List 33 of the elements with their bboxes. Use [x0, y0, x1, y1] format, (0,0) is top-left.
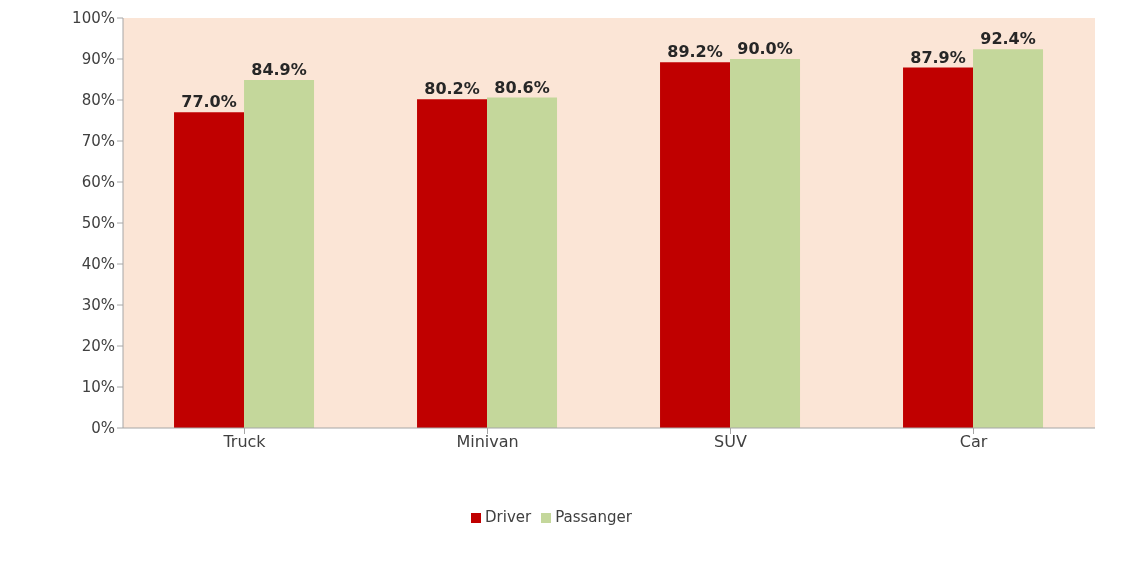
- y-tick-label: 70%: [81, 132, 115, 151]
- y-tick-label: 30%: [81, 296, 115, 315]
- bar: [730, 59, 801, 428]
- y-tick-label: 90%: [81, 50, 115, 69]
- legend-label: Driver: [485, 508, 532, 526]
- data-label: 90.0%: [737, 39, 793, 58]
- data-label: 92.4%: [980, 29, 1036, 49]
- data-label: 87.9%: [910, 47, 966, 67]
- x-tick-label: Truck: [222, 432, 267, 452]
- y-tick-label: 80%: [81, 91, 115, 110]
- y-tick-label: 10%: [81, 378, 115, 397]
- data-label: 84.9%: [251, 59, 307, 79]
- bar: [417, 99, 488, 428]
- x-tick-label: SUV: [714, 432, 747, 452]
- y-tick-label: 60%: [81, 173, 115, 192]
- bar: [903, 67, 974, 428]
- y-tick-label: 20%: [81, 337, 115, 356]
- x-tick-label: Minivan: [456, 432, 519, 452]
- y-tick-label: 0%: [91, 419, 115, 438]
- x-tick-label: Car: [959, 432, 988, 452]
- legend-label: Passanger: [555, 508, 632, 526]
- y-tick-label: 50%: [81, 214, 115, 233]
- data-label: 77.0%: [181, 92, 237, 112]
- bar: [487, 97, 558, 428]
- bar: [973, 49, 1044, 428]
- data-label: 80.6%: [494, 77, 550, 97]
- y-tick-label: 100%: [72, 9, 115, 28]
- bar: [244, 79, 315, 428]
- bar: [660, 62, 731, 428]
- data-label: 80.2%: [424, 79, 480, 99]
- y-tick-label: 40%: [81, 255, 115, 274]
- data-label: 89.2%: [667, 42, 723, 62]
- bar: [174, 112, 245, 428]
